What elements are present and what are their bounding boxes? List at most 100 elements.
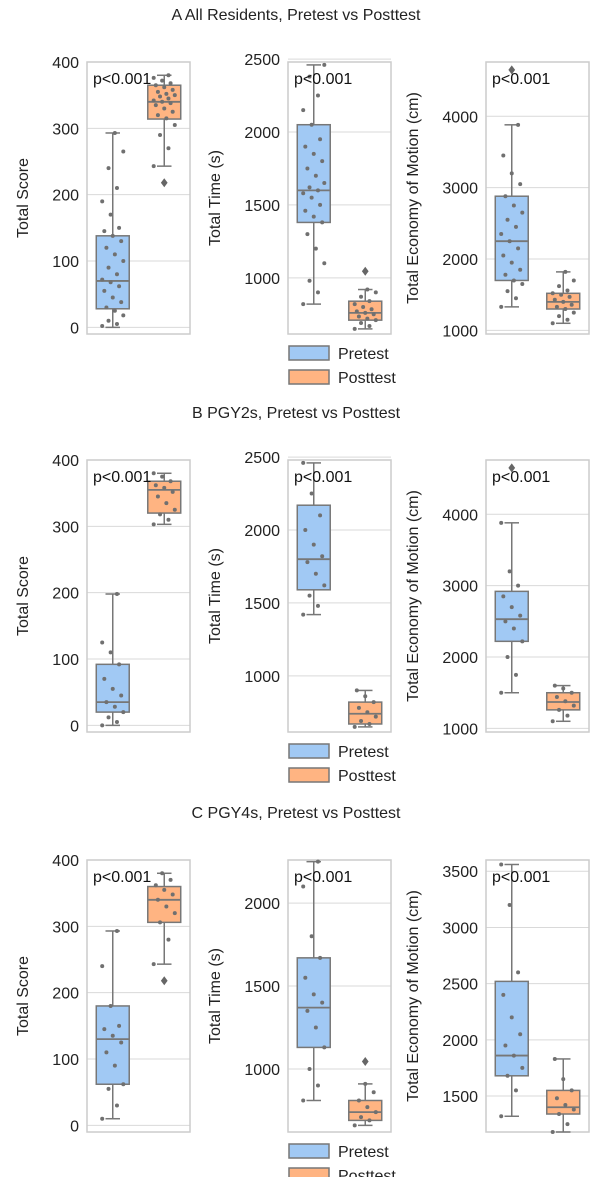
data-point bbox=[352, 1123, 357, 1128]
legend: Pretest Posttest bbox=[288, 1143, 396, 1177]
y-tick-label: 1000 bbox=[442, 323, 478, 340]
data-point bbox=[507, 569, 512, 574]
data-point bbox=[322, 261, 327, 266]
data-point bbox=[119, 693, 124, 698]
data-point bbox=[369, 307, 374, 312]
subplot: 1000 1500 2000 2500 Total Time (s) p<0.001 bbox=[207, 52, 392, 335]
data-point bbox=[311, 214, 316, 219]
box-posttest bbox=[147, 471, 182, 527]
data-point bbox=[100, 277, 105, 282]
data-point bbox=[307, 593, 312, 598]
data-point bbox=[499, 520, 504, 525]
box-posttest bbox=[348, 266, 383, 331]
data-point bbox=[367, 323, 372, 328]
data-point bbox=[571, 1107, 576, 1112]
data-point bbox=[373, 714, 378, 719]
data-point bbox=[106, 318, 111, 323]
data-point bbox=[571, 278, 576, 283]
data-point bbox=[557, 314, 562, 319]
data-point bbox=[501, 594, 506, 599]
p-value-annotation: p<0.001 bbox=[294, 869, 352, 886]
data-point bbox=[552, 297, 557, 302]
y-tick-label: 200 bbox=[52, 188, 79, 205]
box-iqr bbox=[147, 885, 182, 924]
box-iqr bbox=[296, 123, 331, 224]
data-point bbox=[166, 146, 171, 151]
y-axis-label: Total Economy of Motion (cm) bbox=[405, 490, 422, 702]
data-point bbox=[110, 295, 115, 300]
y-tick-label: 2500 bbox=[244, 52, 280, 69]
data-point bbox=[114, 592, 119, 597]
data-point bbox=[309, 934, 314, 939]
data-point bbox=[160, 99, 165, 104]
data-point bbox=[303, 208, 308, 213]
data-point bbox=[153, 883, 158, 888]
subplot: 0 100 200 300 400 Total Score p<0.001 bbox=[15, 55, 191, 337]
data-point bbox=[318, 137, 323, 142]
data-point bbox=[311, 542, 316, 547]
data-point bbox=[170, 109, 175, 114]
data-point bbox=[359, 719, 364, 724]
data-point bbox=[102, 1027, 107, 1032]
y-tick-label: 2000 bbox=[244, 125, 280, 142]
data-point bbox=[505, 289, 510, 294]
data-point bbox=[100, 964, 105, 969]
data-point bbox=[354, 309, 359, 314]
data-point bbox=[309, 122, 314, 127]
box-iqr bbox=[494, 590, 529, 643]
subplot: 1000 1500 2000 Total Time (s) p<0.001 bbox=[207, 859, 392, 1133]
data-point bbox=[359, 1115, 364, 1120]
data-point bbox=[356, 705, 361, 710]
data-point bbox=[121, 149, 126, 154]
legend-label: Pretest bbox=[338, 346, 389, 363]
p-value-annotation: p<0.001 bbox=[294, 469, 352, 486]
y-tick-label: 1500 bbox=[244, 198, 280, 215]
data-point bbox=[513, 1088, 518, 1093]
y-axis-label: Total Time (s) bbox=[207, 548, 224, 644]
y-tick-label: 1000 bbox=[442, 721, 478, 738]
subplot: 0 100 200 300 400 Total Score p<0.001 bbox=[15, 453, 191, 735]
outlier-marker bbox=[361, 1057, 369, 1067]
data-point bbox=[155, 494, 160, 499]
data-point bbox=[160, 871, 165, 876]
data-point bbox=[168, 81, 173, 86]
y-tick-label: 200 bbox=[52, 986, 79, 1003]
panel-B: B PGY2s, Pretest vs Posttest 0 100 200 300 40… bbox=[15, 405, 590, 785]
data-point bbox=[301, 460, 306, 465]
data-point bbox=[505, 655, 510, 660]
data-point bbox=[114, 322, 119, 327]
y-tick-label: 200 bbox=[52, 586, 79, 603]
y-tick-label: 1000 bbox=[244, 1062, 280, 1079]
y-tick-label: 2000 bbox=[244, 896, 280, 913]
data-point bbox=[520, 1065, 525, 1070]
data-point bbox=[112, 308, 117, 313]
legend-swatch bbox=[288, 767, 330, 783]
data-point bbox=[172, 507, 177, 512]
y-axis-label: Total Time (s) bbox=[207, 150, 224, 246]
box-pretest bbox=[296, 62, 331, 307]
data-point bbox=[550, 1130, 555, 1134]
data-point bbox=[114, 1103, 119, 1108]
data-point bbox=[172, 123, 177, 128]
data-point bbox=[503, 619, 508, 624]
data-point bbox=[499, 1114, 504, 1119]
data-point bbox=[100, 640, 105, 645]
data-point bbox=[505, 217, 510, 222]
y-tick-label: 1000 bbox=[244, 669, 280, 686]
data-point bbox=[315, 603, 320, 608]
y-axis-label: Total Score bbox=[15, 956, 32, 1036]
data-point bbox=[520, 639, 525, 644]
y-tick-label: 400 bbox=[52, 55, 79, 72]
box-pretest bbox=[296, 859, 331, 1103]
data-point bbox=[301, 884, 306, 889]
data-point bbox=[307, 74, 312, 79]
data-point bbox=[307, 278, 312, 283]
y-tick-label: 3500 bbox=[442, 864, 478, 881]
y-tick-label: 1500 bbox=[244, 596, 280, 613]
data-point bbox=[318, 513, 323, 518]
box-iqr bbox=[296, 504, 331, 591]
data-point bbox=[110, 1033, 115, 1038]
data-point bbox=[356, 1098, 361, 1103]
data-point bbox=[155, 897, 160, 902]
data-point bbox=[371, 1090, 376, 1095]
